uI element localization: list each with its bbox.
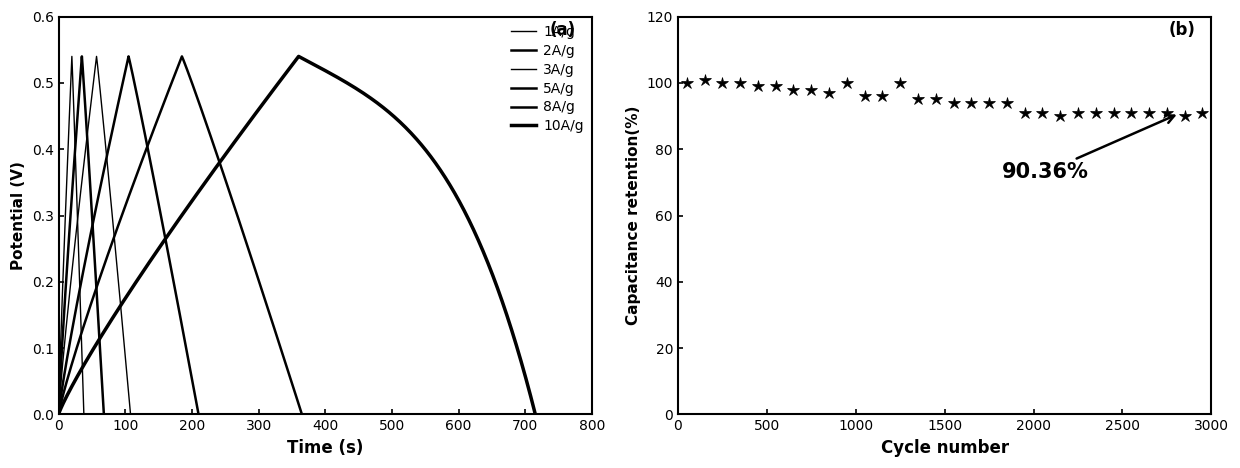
X-axis label: Time (s): Time (s) <box>288 439 363 457</box>
Y-axis label: Potential (V): Potential (V) <box>11 161 26 270</box>
Text: 90.36%: 90.36% <box>1002 115 1174 183</box>
Y-axis label: Capacitance retention(%): Capacitance retention(%) <box>626 106 641 325</box>
Legend: 1A/g, 2A/g, 3A/g, 5A/g, 8A/g, 10A/g: 1A/g, 2A/g, 3A/g, 5A/g, 8A/g, 10A/g <box>506 19 589 139</box>
Text: (b): (b) <box>1168 21 1195 38</box>
Text: (a): (a) <box>549 21 577 38</box>
X-axis label: Cycle number: Cycle number <box>880 439 1008 457</box>
